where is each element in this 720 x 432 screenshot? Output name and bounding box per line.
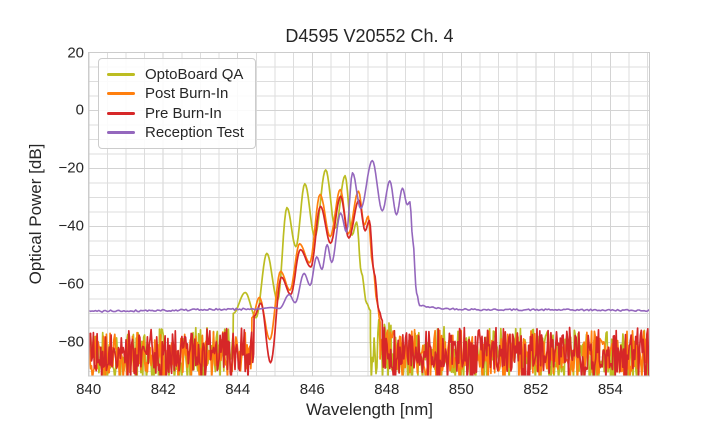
x-tick-label: 842 [150, 381, 176, 398]
y-tick-label: 20 [67, 44, 84, 61]
y-tick-label: −20 [58, 159, 84, 177]
x-tick-label: 852 [523, 381, 549, 398]
legend-line-swatch [107, 73, 135, 77]
series-group [88, 159, 650, 376]
chart-title: D4595 V20552 Ch. 4 [285, 26, 454, 46]
x-tick-label: 850 [448, 381, 474, 398]
legend-label: Reception Test [145, 123, 244, 141]
legend-line-swatch [107, 92, 135, 96]
legend-label: OptoBoard QA [145, 66, 244, 84]
legend-label: Pre Burn-In [145, 104, 222, 122]
legend-line-swatch [107, 130, 135, 134]
series-reception-test [88, 159, 650, 313]
legend-item: Reception Test [107, 123, 247, 142]
plot-border [88, 51, 651, 377]
legend-label: Post Burn-In [145, 85, 229, 103]
x-tick-label: 840 [76, 381, 102, 398]
x-tick-label: 846 [299, 381, 325, 398]
y-tick-label: −40 [58, 217, 84, 235]
legend-line-swatch [107, 111, 135, 115]
x-tick-label: 848 [374, 381, 400, 398]
x-tick-label: 854 [597, 381, 623, 398]
series-pre-burn-in [88, 195, 650, 376]
legend-item: Pre Burn-In [107, 104, 247, 123]
legend-item: Post Burn-In [107, 84, 247, 103]
legend: OptoBoard QA Post Burn-In Pre Burn-In Recep… [98, 58, 256, 149]
legend-item: OptoBoard QA [107, 65, 247, 84]
y-tick-label: −60 [58, 275, 84, 293]
y-axis-label: Optical Power [dB] [26, 143, 45, 285]
x-tick-label: 844 [225, 381, 251, 398]
y-tick-label: −80 [58, 333, 84, 351]
x-axis-label: Wavelength [nm] [306, 400, 433, 419]
y-tick-label: 0 [75, 101, 84, 119]
